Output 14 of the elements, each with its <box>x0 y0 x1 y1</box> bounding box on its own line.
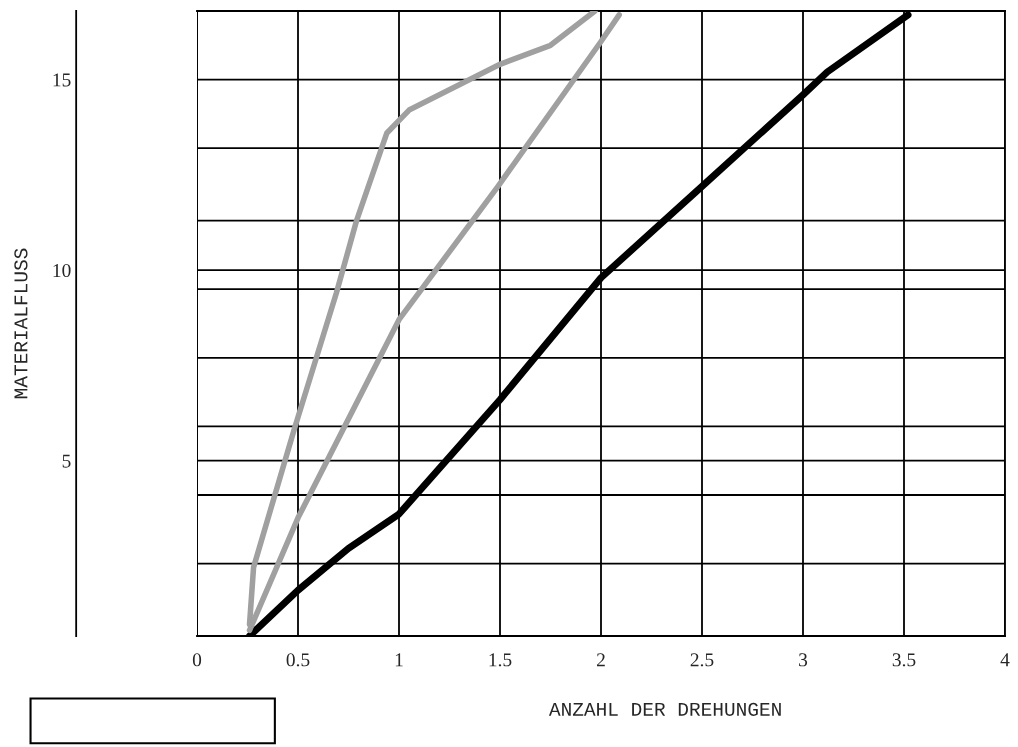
y-tick-label: 10 <box>53 263 71 278</box>
x-tick-label: 0 <box>192 653 202 667</box>
x-tick-label: 1 <box>395 653 403 667</box>
x-tick-label: 1.5 <box>489 653 512 667</box>
x-axis-title: ANZAHL DER DREHUNGEN <box>548 702 781 716</box>
x-tick-label: 2.5 <box>690 653 714 667</box>
x-tick-label: 0.5 <box>286 653 310 667</box>
x-tick-label: 4 <box>1000 653 1010 667</box>
x-tick-label: 3 <box>799 653 808 667</box>
x-tick-label: 3.5 <box>892 653 916 667</box>
y-tick-label: 5 <box>62 454 71 468</box>
x-tick-label: 2 <box>596 653 605 667</box>
y-axis-title: MATERIALFLUSS <box>14 248 28 399</box>
y-tick-label: 15 <box>53 73 71 87</box>
